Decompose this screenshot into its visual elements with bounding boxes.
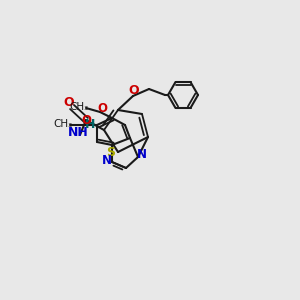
Text: O: O (97, 101, 107, 115)
Text: S: S (106, 146, 116, 160)
Text: CH₃: CH₃ (69, 102, 88, 112)
Text: O: O (64, 97, 74, 110)
Text: H: H (85, 118, 95, 130)
Text: CH₃: CH₃ (53, 119, 73, 129)
Text: NH: NH (68, 125, 88, 139)
Text: O: O (129, 85, 139, 98)
Text: O: O (81, 115, 91, 128)
Text: N: N (102, 154, 112, 167)
Text: N: N (137, 148, 147, 160)
